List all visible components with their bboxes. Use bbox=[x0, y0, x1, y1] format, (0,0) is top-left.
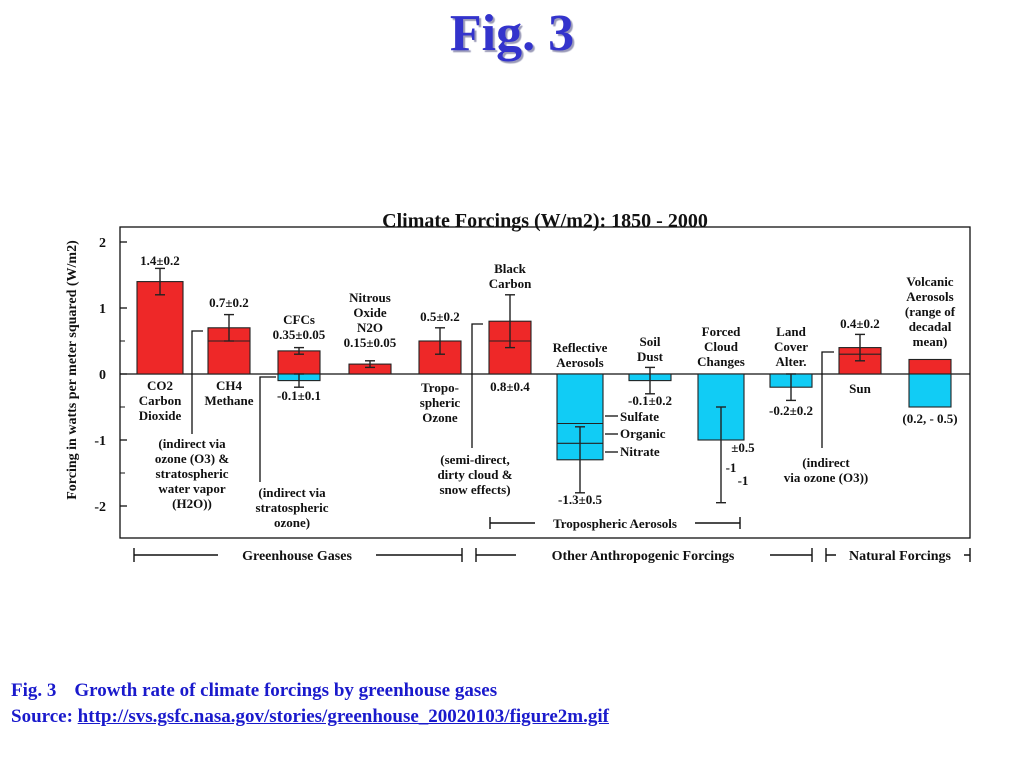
greenhouse-gases-label: Greenhouse Gases bbox=[242, 549, 352, 564]
volcanic-label-4: decadal bbox=[909, 319, 952, 334]
volcanic-label-5: mean) bbox=[913, 334, 948, 349]
black-carbon-note-1: (semi-direct, bbox=[440, 452, 509, 467]
n2o-label-2: Oxide bbox=[353, 305, 386, 320]
volcanic-range-label: (0.2, - 0.5) bbox=[902, 411, 957, 426]
cfcs-pointer bbox=[259, 376, 276, 482]
source-link[interactable]: http://svs.gsfc.nasa.gov/stories/greenho… bbox=[77, 706, 609, 727]
sulfate-label: Sulfate bbox=[620, 409, 659, 424]
ch4-note-5: (H2O)) bbox=[172, 496, 212, 511]
sun-label: Sun bbox=[849, 381, 871, 396]
cfcs-note-1: (indirect via bbox=[258, 485, 326, 500]
reflective-aerosols-label-2: Aerosols bbox=[556, 355, 603, 370]
chart-title: Climate Forcings (W/m2): 1850 - 2000 bbox=[382, 210, 708, 232]
nitrate-label: Nitrate bbox=[620, 444, 660, 459]
bar-layer bbox=[136, 267, 952, 504]
y-tick-label: -1 bbox=[94, 434, 106, 449]
ch4-pointer bbox=[191, 330, 203, 434]
forced-cloud-label-3: Changes bbox=[697, 354, 745, 369]
y-tick-label: 1 bbox=[99, 302, 106, 317]
reflective-aerosols-label: Reflective bbox=[553, 340, 608, 355]
ozone-label-2: spheric bbox=[420, 395, 461, 410]
black-carbon-label-2: Carbon bbox=[489, 276, 532, 291]
y-tick-label: 2 bbox=[99, 236, 106, 251]
source-label: Source: bbox=[11, 706, 73, 727]
forced-cloud-m1-label: -1 bbox=[726, 460, 737, 475]
caption-line: Fig. 3 Growth rate of climate forcings by… bbox=[11, 678, 609, 704]
ch4-note-1: (indirect via bbox=[158, 436, 226, 451]
source-line: Source: http://svs.gsfc.nasa.gov/stories… bbox=[11, 704, 609, 730]
co2-label-3: Dioxide bbox=[139, 408, 182, 423]
bar-volcanic-neg bbox=[908, 373, 952, 408]
y-tick-label: 0 bbox=[99, 368, 106, 383]
plot-frame bbox=[119, 226, 971, 539]
volcanic-label-3: (range of bbox=[905, 304, 956, 319]
cfcs-ozone-value-label: -0.1±0.1 bbox=[277, 388, 321, 403]
land-cover-pointer bbox=[821, 351, 834, 448]
category-labels: 1.4±0.2 CO2 Carbon Dioxide 0.7±0.2 CH4 M… bbox=[139, 253, 958, 530]
land-cover-value-label: -0.2±0.2 bbox=[769, 403, 813, 418]
soil-dust-label: Soil bbox=[640, 334, 661, 349]
land-cover-note-2: via ozone (O3)) bbox=[784, 470, 868, 485]
slide-title: Fig. 3 bbox=[449, 5, 575, 62]
soil-dust-value-label: -0.1±0.2 bbox=[628, 393, 672, 408]
y-axis-label: Forcing in watts per meter squared (W/m2… bbox=[65, 240, 80, 500]
sun-value-label: 0.4±0.2 bbox=[840, 316, 880, 331]
trop-aerosols-label: Tropospheric Aerosols bbox=[553, 516, 677, 531]
ch4-label: CH4 bbox=[216, 378, 243, 393]
black-carbon-label: Black bbox=[494, 261, 527, 276]
land-cover-note-1: (indirect bbox=[802, 455, 850, 470]
bar-co2 bbox=[136, 281, 184, 375]
other-anthropogenic-label: Other Anthropogenic Forcings bbox=[552, 549, 735, 564]
black-carbon-note-2: dirty cloud & bbox=[437, 467, 512, 482]
ch4-note-2: ozone (O3) & bbox=[155, 451, 230, 466]
volcanic-label: Volcanic bbox=[906, 274, 953, 289]
black-carbon-value-label: 0.8±0.4 bbox=[490, 379, 530, 394]
n2o-label-3: N2O bbox=[357, 320, 383, 335]
annotation-pointers bbox=[191, 323, 834, 482]
figure-caption: Fig. 3 Growth rate of climate forcings by… bbox=[11, 678, 609, 730]
group-labels: Tropospheric Aerosols Greenhouse Gases O… bbox=[218, 514, 964, 564]
ch4-note-4: water vapor bbox=[158, 481, 226, 496]
ozone-label: Tropo- bbox=[421, 380, 459, 395]
ozone-label-3: Ozone bbox=[422, 410, 458, 425]
n2o-label: Nitrous bbox=[349, 290, 391, 305]
y-tick-label: -2 bbox=[94, 500, 106, 515]
black-carbon-pointer bbox=[471, 323, 483, 448]
black-carbon-note-3: snow effects) bbox=[439, 482, 510, 497]
land-cover-label: Land bbox=[776, 324, 806, 339]
cfcs-note-2: stratospheric bbox=[256, 500, 329, 515]
organic-label: Organic bbox=[620, 426, 666, 441]
co2-value-label: 1.4±0.2 bbox=[140, 253, 180, 268]
ozone-value-label: 0.5±0.2 bbox=[420, 309, 460, 324]
soil-dust-label-2: Dust bbox=[637, 349, 664, 364]
n2o-value-label: 0.15±0.05 bbox=[344, 335, 397, 350]
bar-volcanic-pos bbox=[908, 358, 952, 375]
ch4-note-3: stratospheric bbox=[156, 466, 229, 481]
caption-number: Fig. 3 bbox=[11, 680, 57, 701]
co2-label-2: Carbon bbox=[139, 393, 182, 408]
forced-cloud-label-2: Cloud bbox=[704, 339, 739, 354]
reflective-aerosols-value-label: -1.3±0.5 bbox=[558, 492, 602, 507]
forced-cloud-label: Forced bbox=[702, 324, 742, 339]
forced-cloud-m1-label-2: -1 bbox=[738, 473, 749, 488]
land-cover-label-3: Alter. bbox=[776, 354, 807, 369]
co2-label: CO2 bbox=[147, 378, 173, 393]
climate-forcings-chart: Climate Forcings (W/m2): 1850 - 2000 For… bbox=[65, 210, 971, 564]
natural-forcings-label: Natural Forcings bbox=[849, 549, 952, 564]
cfcs-value-label: 0.35±0.05 bbox=[273, 327, 326, 342]
cfcs-label: CFCs bbox=[283, 312, 315, 327]
ch4-value-label: 0.7±0.2 bbox=[209, 295, 249, 310]
forced-cloud-pm-label: ±0.5 bbox=[731, 440, 755, 455]
ch4-label-2: Methane bbox=[204, 393, 253, 408]
caption-text: Growth rate of climate forcings by green… bbox=[74, 680, 498, 701]
volcanic-label-2: Aerosols bbox=[906, 289, 953, 304]
cfcs-note-3: ozone) bbox=[274, 515, 310, 530]
land-cover-label-2: Cover bbox=[774, 339, 808, 354]
plot-area: 2 1 0 -1 -2 bbox=[94, 226, 971, 539]
